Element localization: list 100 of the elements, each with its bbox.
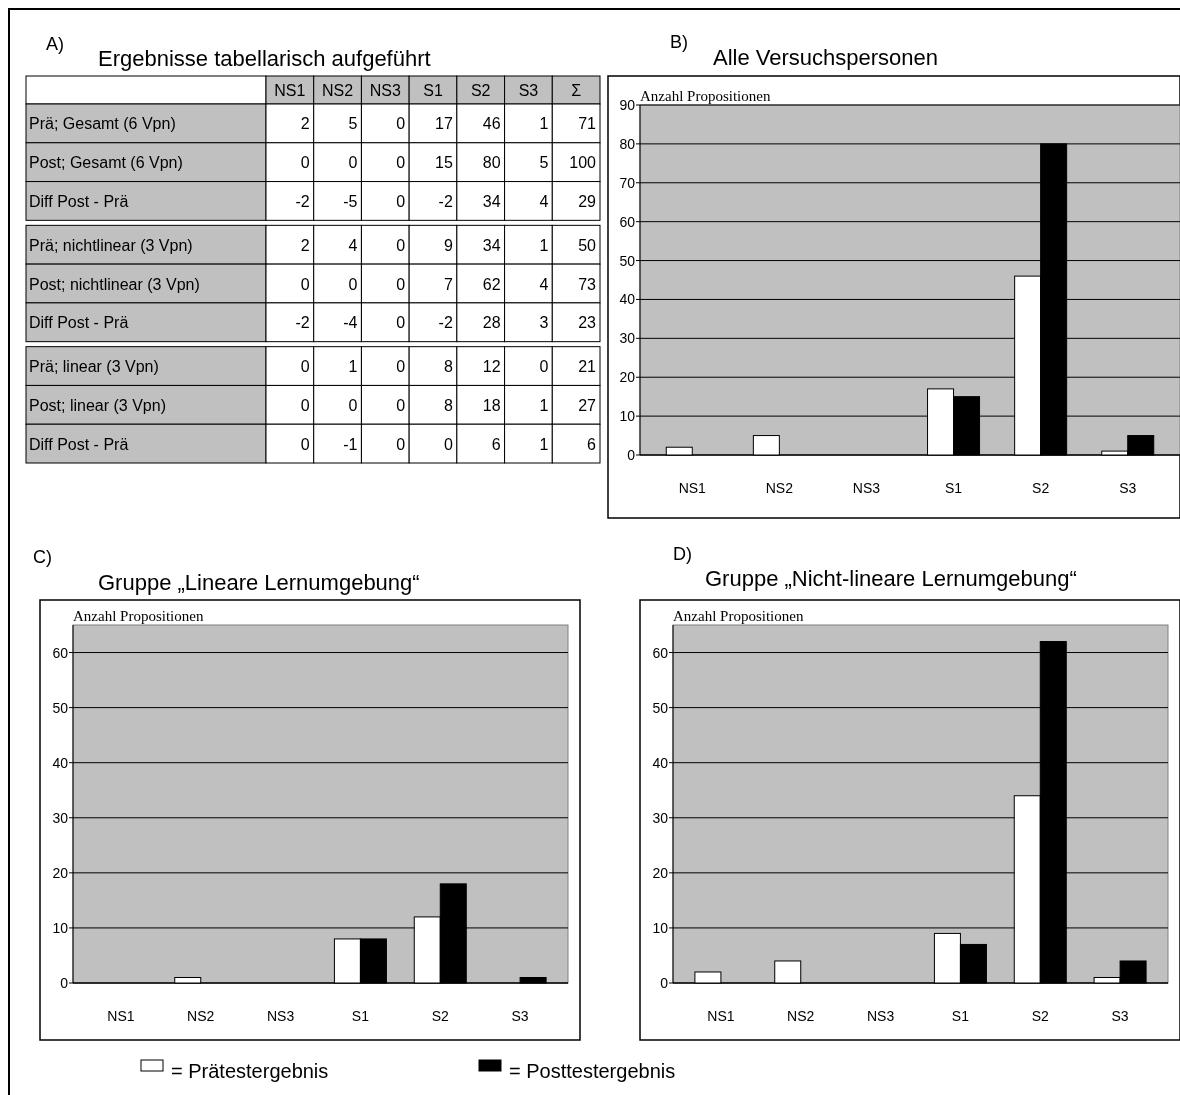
data-label: 6 — [587, 435, 597, 453]
x-tick-label: S2 — [431, 1008, 450, 1024]
data-label: 80 — [482, 154, 501, 172]
data-label: 4 — [539, 192, 549, 210]
y-tick-label: 40 — [52, 754, 69, 771]
data-label: -2 — [295, 192, 310, 210]
data-label: 6 — [491, 435, 501, 453]
x-tick-label: NS1 — [274, 82, 306, 99]
y-tick-label: 20 — [652, 864, 669, 881]
data-label: 15 — [435, 154, 453, 172]
x-tick-label: NS2 — [322, 82, 354, 99]
y-tick-label: 80 — [619, 135, 636, 152]
x-tick-label: S1 — [944, 480, 963, 496]
data-label: 1 — [539, 435, 549, 453]
data-label: 12 — [482, 358, 501, 376]
y-tick-label: 40 — [619, 291, 636, 308]
x-tick-label: S2 — [470, 82, 491, 99]
data-label: 27 — [578, 396, 597, 414]
data-label: 2 — [300, 236, 310, 254]
y-tick-label: 40 — [652, 754, 669, 771]
data-label: 73 — [578, 275, 597, 293]
data-label: 34 — [482, 236, 501, 254]
data-label: 0 — [300, 435, 310, 453]
x-tick-label: NS3 — [866, 1008, 895, 1024]
x-tick-label: NS2 — [787, 1008, 815, 1024]
data-label: 0 — [396, 396, 406, 414]
chart-title: Gruppe „Nicht-lineare Lernumgebung“ — [705, 566, 1077, 591]
y-tick-label: 0 — [60, 975, 69, 991]
y-tick-label: Diff Post - Prä — [29, 314, 129, 332]
y-tick-label: 60 — [652, 644, 669, 661]
x-tick-label: NS1 — [678, 480, 707, 496]
x-tick-label: S1 — [951, 1008, 970, 1024]
data-label: -2 — [295, 314, 310, 332]
y-tick-label: Prä; Gesamt (6 Vpn) — [29, 115, 176, 133]
y-tick-label: Post; linear (3 Vpn) — [29, 396, 166, 414]
data-label: 4 — [539, 275, 549, 293]
y-axis-title: Anzahl Propositionen — [73, 608, 204, 624]
data-label: 5 — [348, 115, 358, 133]
data-label: 5 — [539, 154, 549, 172]
data-label: 0 — [348, 154, 358, 172]
y-tick-label: 50 — [619, 252, 636, 269]
chart-title: Alle Versuchspersonen — [713, 45, 939, 70]
y-tick-label: Diff Post - Prä — [29, 435, 129, 453]
y-tick-label: 50 — [652, 699, 669, 716]
y-tick-label: 30 — [619, 330, 636, 347]
data-label: 0 — [396, 154, 406, 172]
y-tick-label: 90 — [619, 97, 636, 113]
data-label: 0 — [348, 396, 358, 414]
chart-title: Ergebnisse tabellarisch aufgeführt — [98, 46, 431, 71]
data-label: 23 — [578, 314, 597, 332]
y-tick-label: Prä; linear (3 Vpn) — [29, 358, 159, 376]
y-tick-label: 50 — [52, 699, 69, 716]
data-label: 1 — [348, 358, 358, 376]
y-tick-label: Post; nichtlinear (3 Vpn) — [29, 275, 200, 293]
data-label: 7 — [443, 275, 453, 293]
y-tick-label: 30 — [652, 809, 669, 826]
x-tick-label: NS1 — [707, 1008, 735, 1024]
y-axis-title: Anzahl Propositionen — [673, 608, 804, 624]
x-tick-label: S3 — [518, 82, 539, 99]
y-tick-label: 60 — [52, 644, 69, 661]
data-label: 0 — [396, 115, 406, 133]
x-tick-label: NS3 — [266, 1008, 295, 1024]
data-label: 0 — [539, 358, 549, 376]
data-label: 0 — [396, 314, 406, 332]
y-tick-label: 20 — [619, 369, 636, 386]
data-label: 0 — [300, 275, 310, 293]
data-label: 8 — [443, 358, 453, 376]
data-label: -2 — [438, 192, 453, 210]
data-label: 2 — [300, 115, 310, 133]
x-tick-label: NS2 — [765, 480, 794, 496]
data-label: 4 — [348, 236, 358, 254]
text: B) — [670, 32, 688, 52]
data-label: 46 — [482, 115, 501, 133]
y-tick-label: 0 — [627, 447, 636, 463]
data-label: 0 — [396, 236, 406, 254]
data-label: 1 — [539, 396, 549, 414]
text: A) — [46, 34, 64, 54]
data-label: 0 — [300, 358, 310, 376]
y-tick-label: 10 — [619, 408, 636, 425]
y-axis-title: Anzahl Propositionen — [640, 88, 771, 104]
data-label: 3 — [539, 314, 549, 332]
x-tick-label: S1 — [351, 1008, 370, 1024]
data-label: 0 — [396, 275, 406, 293]
data-label: 29 — [578, 192, 597, 210]
chart-title: Gruppe „Lineare Lernumgebung“ — [98, 570, 420, 595]
data-label: 71 — [578, 115, 597, 133]
data-label: 62 — [482, 275, 501, 293]
data-label: -2 — [438, 314, 453, 332]
x-tick-label: NS3 — [852, 480, 881, 496]
data-label: 1 — [539, 236, 549, 254]
x-tick-label: S3 — [1119, 480, 1137, 496]
y-tick-label: Post; Gesamt (6 Vpn) — [29, 154, 183, 172]
y-tick-label: Prä; nichtlinear (3 Vpn) — [29, 236, 193, 254]
y-tick-label: 10 — [52, 919, 69, 936]
data-label: 34 — [482, 192, 501, 210]
x-tick-label: Σ — [571, 82, 582, 99]
data-label: 100 — [569, 154, 597, 172]
data-label: 9 — [443, 236, 453, 254]
y-tick-label: 60 — [619, 213, 636, 230]
data-label: 0 — [300, 154, 310, 172]
